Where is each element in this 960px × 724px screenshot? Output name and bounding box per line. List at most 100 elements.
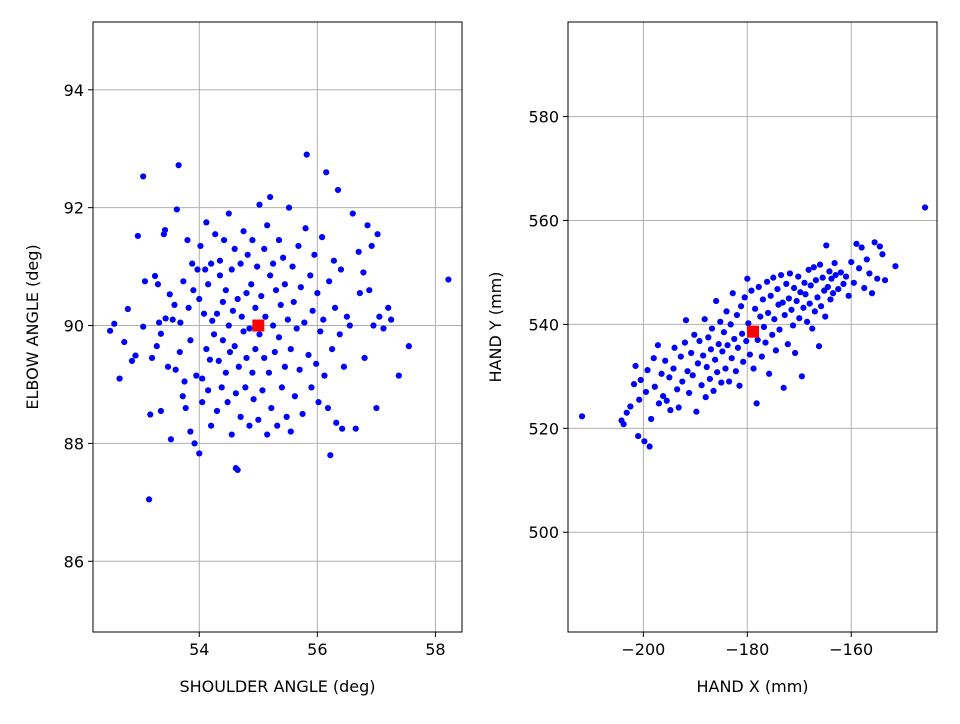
data-point: [777, 271, 785, 279]
data-point: [850, 279, 857, 286]
data-point: [324, 404, 332, 412]
data-point: [710, 387, 717, 395]
data-point: [685, 389, 693, 397]
data-point: [222, 369, 229, 376]
data-point: [728, 355, 735, 362]
data-point: [881, 277, 889, 284]
data-point: [210, 331, 218, 338]
data-point: [803, 318, 811, 325]
data-point: [722, 365, 729, 372]
data-point: [801, 279, 808, 286]
data-point: [330, 257, 337, 264]
data-point: [812, 277, 820, 284]
left-panel-x-axis-label: SHOULDER ANGLE (deg): [179, 677, 375, 696]
data-point: [265, 369, 273, 376]
data-point: [682, 317, 690, 324]
left-panel-points: [107, 151, 452, 503]
data-point: [314, 290, 321, 297]
data-point: [745, 320, 752, 327]
data-point: [317, 328, 324, 335]
data-point: [349, 210, 356, 217]
data-point: [295, 242, 302, 250]
data-point: [785, 295, 792, 302]
data-point: [242, 384, 249, 391]
data-point: [739, 330, 746, 337]
data-point: [732, 368, 739, 375]
data-point: [215, 357, 222, 364]
data-point: [193, 372, 200, 379]
data-point: [231, 343, 238, 350]
data-point: [255, 416, 262, 423]
data-point: [196, 295, 203, 303]
data-point: [177, 319, 184, 326]
data-point: [819, 274, 826, 281]
data-point: [818, 303, 825, 310]
data-point: [755, 283, 762, 291]
data-point: [234, 295, 241, 303]
data-point: [696, 337, 703, 345]
data-point: [679, 378, 686, 385]
data-point: [264, 431, 271, 438]
data-point: [835, 285, 842, 293]
data-point: [715, 341, 722, 348]
data-point: [376, 313, 383, 320]
data-point: [281, 363, 288, 370]
data-point: [658, 370, 665, 377]
data-point: [278, 384, 286, 391]
left-panel-x-tick-label: 54: [189, 640, 209, 659]
data-point: [727, 321, 734, 328]
data-point: [780, 384, 787, 391]
right-panel-x-tick-label: −180: [725, 640, 769, 659]
data-point: [166, 291, 173, 298]
data-point: [157, 330, 164, 337]
data-point: [301, 319, 308, 326]
data-point: [259, 387, 266, 394]
data-point: [184, 236, 191, 244]
data-point: [671, 344, 678, 351]
data-point: [334, 186, 342, 194]
data-point: [175, 162, 182, 169]
data-point: [641, 438, 648, 445]
data-point: [642, 388, 650, 396]
data-point: [842, 273, 850, 280]
data-point: [871, 239, 878, 246]
data-point: [759, 296, 766, 303]
data-point: [156, 319, 163, 326]
data-point: [681, 339, 689, 346]
data-point: [246, 325, 253, 332]
data-point: [863, 256, 870, 263]
data-point: [307, 272, 314, 279]
right-panel-x-axis-label: HAND X (mm): [696, 677, 808, 696]
data-point: [323, 169, 330, 176]
data-point: [340, 363, 348, 370]
data-point: [651, 383, 658, 390]
data-point: [632, 362, 639, 370]
right-panel-x-tick-label: −200: [621, 640, 665, 659]
data-point: [197, 242, 204, 250]
data-point: [167, 436, 175, 443]
data-point: [776, 326, 783, 333]
data-point: [757, 313, 764, 320]
data-point: [792, 349, 799, 357]
data-point: [662, 357, 669, 364]
data-point: [655, 400, 663, 407]
data-point: [299, 410, 306, 418]
data-point: [845, 292, 852, 299]
data-point: [809, 325, 816, 332]
data-point: [698, 382, 705, 389]
data-point: [256, 331, 263, 338]
data-point: [707, 346, 715, 353]
data-point: [361, 354, 368, 362]
data-point: [630, 381, 638, 388]
data-point: [203, 346, 210, 353]
data-point: [701, 316, 708, 323]
data-point: [205, 387, 212, 394]
data-point: [623, 409, 630, 416]
data-point: [172, 366, 179, 373]
data-point: [691, 331, 698, 338]
data-point: [296, 366, 303, 373]
data-point: [238, 313, 245, 320]
left-panel-y-tick-label: 86: [64, 552, 84, 571]
left-panel-mean-marker: [252, 319, 265, 332]
